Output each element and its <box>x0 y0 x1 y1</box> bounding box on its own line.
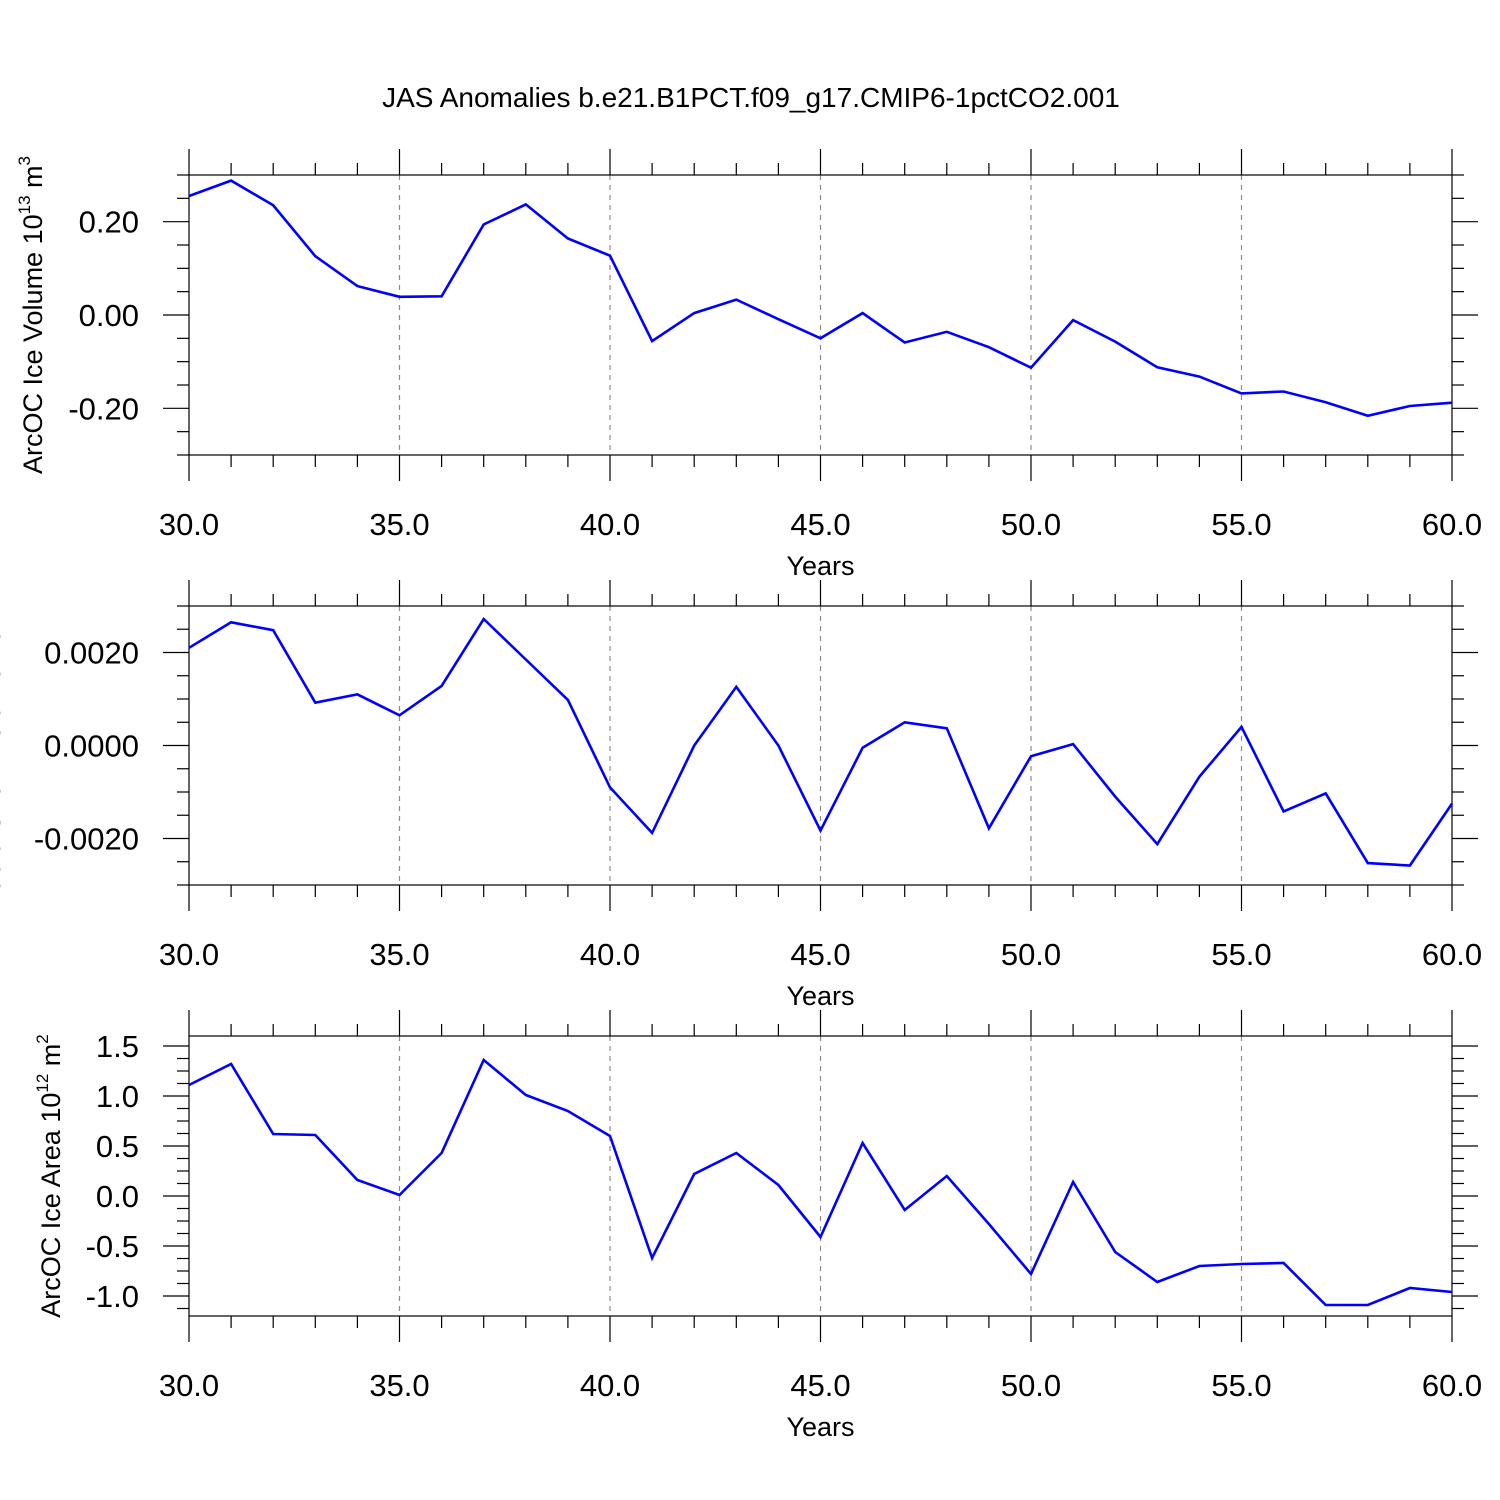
x-tick-label: 30.0 <box>159 937 219 972</box>
x-tick-label: 35.0 <box>369 1368 429 1403</box>
y-tick-label: 1.0 <box>96 1079 139 1114</box>
y-tick-label: 0.0000 <box>44 729 139 764</box>
y-axis-title: ArcOC Ice Area 1012 m2 <box>33 1034 66 1318</box>
plots: 30.0 35.0 40.0 45.0 50.0 55.0 60.0 Years 0.20 0.0… <box>0 149 1482 1442</box>
x-tick-label: 50.0 <box>1001 507 1061 542</box>
y-tick-label: 0.0 <box>96 1179 139 1214</box>
y-tick-label: -0.5 <box>86 1229 139 1264</box>
panel-1: 30.0 35.0 40.0 45.0 50.0 55.0 60.0 Years 0.20 0.0… <box>15 149 1482 581</box>
x-tick-label: 50.0 <box>1001 937 1061 972</box>
y-tick-label: 0.5 <box>96 1129 139 1164</box>
panel-2: 30.0 35.0 40.0 45.0 50.0 55.0 60.0 Years 0.0020 0… <box>0 571 1482 1011</box>
x-axis-title: Years <box>786 981 854 1011</box>
x-tick-label: 60.0 <box>1422 507 1482 542</box>
x-tick-label: 55.0 <box>1211 1368 1271 1403</box>
y-tick-label: 0.20 <box>79 205 139 240</box>
x-tick-label: 30.0 <box>159 1368 219 1403</box>
y-axis-title: ArcOC Snow Volume 1013 m3 <box>0 571 6 921</box>
series-line <box>188 616 1454 867</box>
y-tick-label: -0.0020 <box>34 822 139 857</box>
x-tick-label: 40.0 <box>580 1368 640 1403</box>
y-tick-label: -0.20 <box>68 391 139 426</box>
x-tick-label: 45.0 <box>790 1368 850 1403</box>
x-tick-label: 45.0 <box>790 937 850 972</box>
x-axis-title: Years <box>786 1412 854 1442</box>
x-tick-label: 35.0 <box>369 507 429 542</box>
x-tick-label: 35.0 <box>369 937 429 972</box>
x-tick-label: 40.0 <box>580 937 640 972</box>
y-tick-label: 1.5 <box>96 1029 139 1064</box>
chart-title: JAS Anomalies b.e21.B1PCT.f09_g17.CMIP6-… <box>382 82 1120 113</box>
x-tick-label: 45.0 <box>790 507 850 542</box>
x-tick-label: 55.0 <box>1211 937 1271 972</box>
panel-3: 30.0 35.0 40.0 45.0 50.0 55.0 60.0 Years 1.5 1.0 0… <box>33 1010 1482 1442</box>
x-axis-title: Years <box>786 551 854 581</box>
x-tick-label: 55.0 <box>1211 507 1271 542</box>
x-tick-label: 60.0 <box>1422 937 1482 972</box>
y-axis-title: ArcOC Ice Volume 1013 m3 <box>15 156 48 474</box>
x-tick-label: 30.0 <box>159 507 219 542</box>
y-tick-label: -1.0 <box>86 1279 139 1314</box>
x-tick-label: 40.0 <box>580 507 640 542</box>
x-tick-label: 50.0 <box>1001 1368 1061 1403</box>
y-tick-label: 0.00 <box>79 298 139 333</box>
y-tick-label: 0.0020 <box>44 636 139 671</box>
x-tick-label: 60.0 <box>1422 1368 1482 1403</box>
